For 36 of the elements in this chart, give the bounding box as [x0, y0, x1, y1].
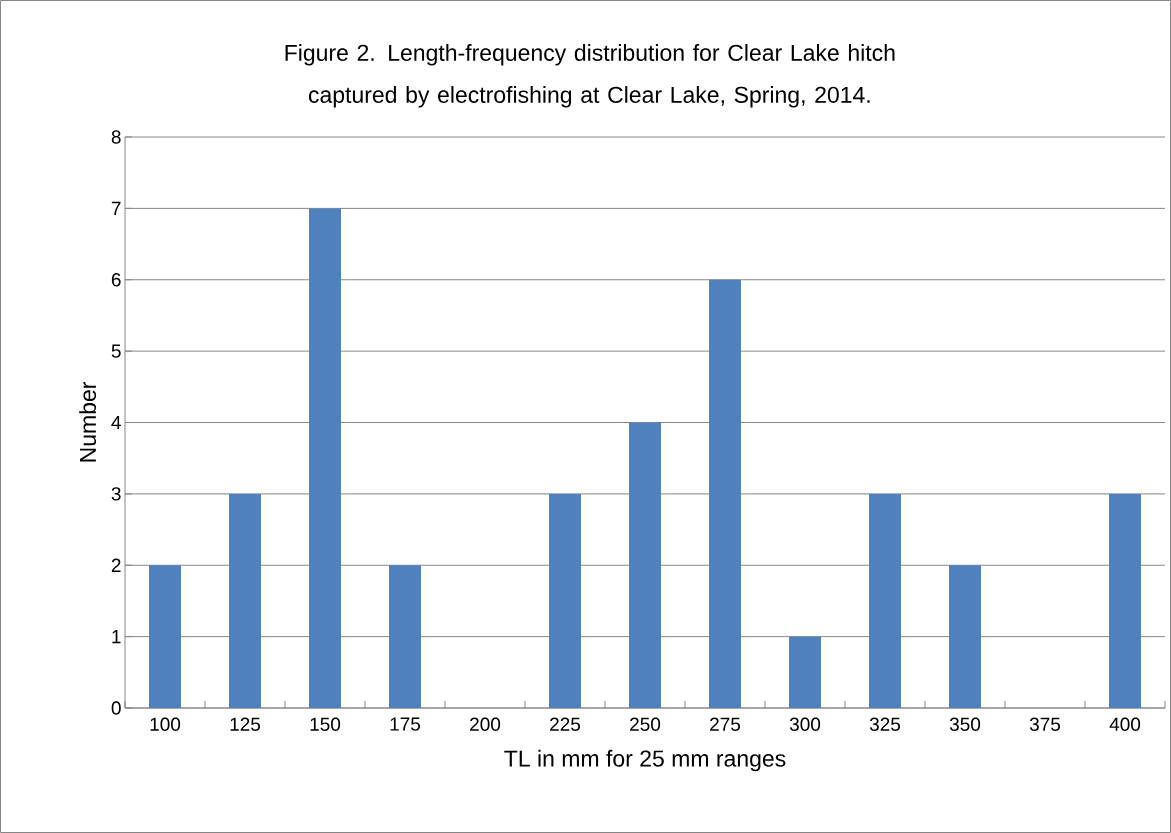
- x-tick-label: 150: [310, 717, 341, 731]
- x-tick-label: 125: [230, 717, 261, 731]
- bar: [389, 565, 421, 708]
- bar: [789, 636, 821, 708]
- y-axis-title: Number: [79, 381, 97, 462]
- x-tick-label: 300: [789, 717, 821, 731]
- bar: [1109, 493, 1142, 708]
- x-tick-label: 325: [869, 717, 901, 731]
- x-tick-label: 200: [470, 717, 501, 731]
- x-tick-label: 275: [710, 717, 741, 731]
- x-tick-label: 375: [1029, 717, 1061, 731]
- y-tick-label: 8: [111, 130, 121, 144]
- x-tick-label: 225: [550, 717, 581, 731]
- y-tick-label: 7: [111, 201, 121, 215]
- y-tick-label: 1: [112, 630, 121, 644]
- bar: [149, 565, 181, 708]
- bar: [629, 422, 661, 708]
- bar: [229, 493, 261, 708]
- bar: [869, 493, 901, 708]
- bar: [309, 208, 341, 708]
- bar: [549, 493, 581, 708]
- bar: [709, 279, 741, 708]
- x-tick-label: 400: [1109, 717, 1141, 731]
- y-tick-label: 3: [111, 487, 121, 501]
- x-tick-label: 100: [150, 717, 181, 731]
- x-tick-label: 250: [630, 717, 661, 731]
- x-tick-label: 350: [949, 717, 981, 731]
- y-tick-label: 4: [111, 415, 121, 430]
- x-tick-label: 175: [390, 717, 421, 731]
- y-tick-label: 5: [111, 344, 121, 358]
- y-tick-label: 0: [111, 701, 121, 715]
- chart-title: Figure 2. Length-frequency distribution for Clear Lake hitch captured by electrofishing at Clear Lake, Spring, 2014.: [285, 44, 895, 108]
- x-axis-title: TL in mm for 25 mm ranges: [504, 749, 786, 772]
- y-tick-label: 2: [111, 558, 121, 572]
- bar: [949, 565, 981, 708]
- y-tick-label: 6: [111, 273, 121, 287]
